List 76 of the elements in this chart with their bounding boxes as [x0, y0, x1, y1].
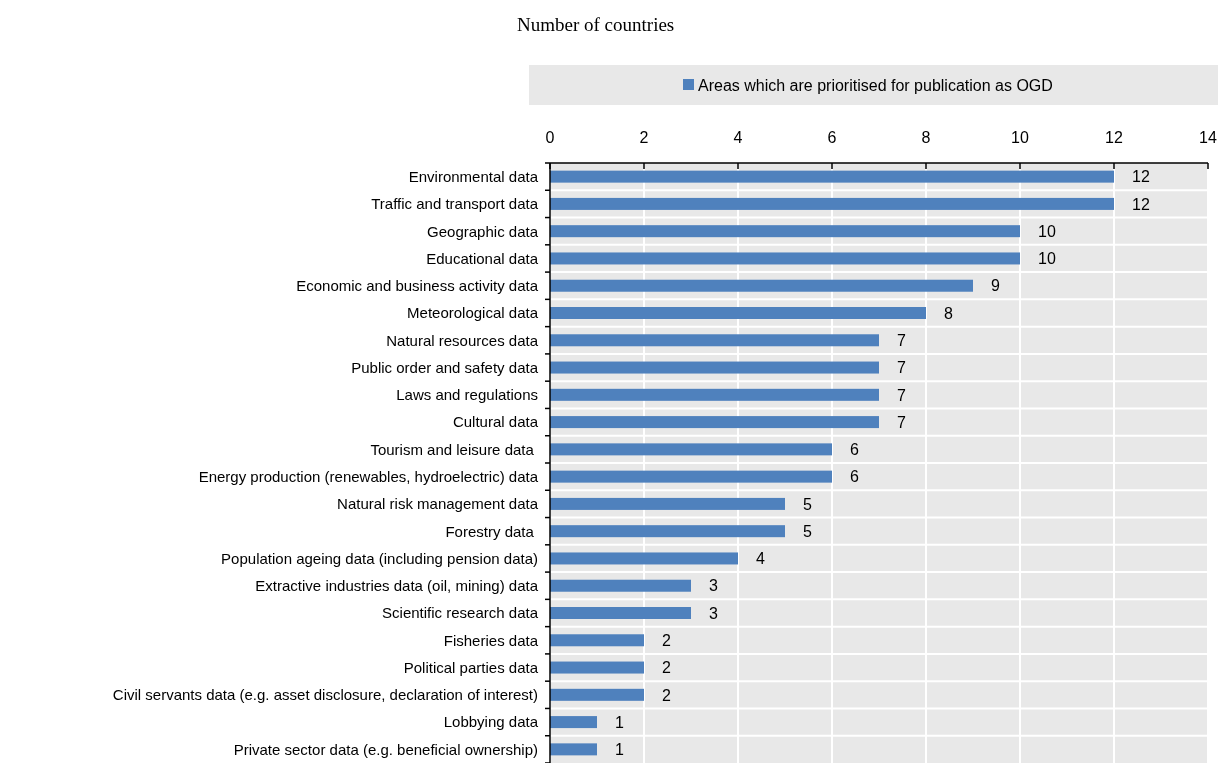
y-tick-label: Forestry data: [445, 522, 538, 540]
bar: [550, 334, 879, 347]
bar: [550, 497, 785, 510]
data-label: 7: [897, 332, 906, 350]
bar: [550, 443, 832, 456]
bar: [550, 525, 785, 538]
y-tick-label: Environmental data: [408, 168, 539, 186]
bar: [550, 743, 597, 756]
data-label: 10: [1038, 250, 1056, 268]
y-tick-label: Lobbying data: [443, 713, 539, 731]
y-tick-label: Natural resources data: [386, 331, 539, 349]
y-tick-label: Traffic and transport data: [371, 195, 539, 213]
data-label: 10: [1038, 222, 1056, 240]
chart-title: Number of countries: [517, 14, 675, 35]
y-tick-label: Educational data: [426, 249, 539, 267]
bar: [550, 279, 973, 292]
x-tick-label: 6: [827, 129, 837, 146]
data-label: 12: [1132, 168, 1150, 186]
data-label: 5: [803, 522, 812, 540]
bar: [550, 225, 1020, 238]
y-tick-label: Geographic data: [427, 222, 539, 240]
bar: [550, 361, 879, 374]
bar: [550, 197, 1114, 210]
x-tick-label: 4: [733, 129, 743, 146]
data-label: 9: [991, 277, 1000, 295]
y-tick-label: Political parties data: [403, 658, 539, 676]
bar: [550, 170, 1114, 183]
x-tick-label: 0: [545, 129, 555, 146]
y-tick-label: Tourism and leisure data: [370, 440, 538, 458]
x-tick-label: 2: [639, 129, 649, 146]
y-tick-label: Population ageing data (including pension data): [221, 549, 538, 567]
data-label: 7: [897, 386, 906, 404]
bar: [550, 252, 1020, 265]
y-tick-label: Laws and regulations: [396, 386, 538, 404]
y-tick-label: Meteorological data: [407, 304, 539, 322]
bar: [550, 579, 691, 592]
y-tick-label: Extractive industries data (oil, mining) data: [255, 577, 539, 595]
y-tick-label: Cultural data: [452, 413, 539, 431]
data-label: 2: [662, 632, 671, 650]
data-label: 2: [662, 659, 671, 677]
data-label: 3: [709, 577, 718, 595]
y-tick-label: Civil servants data (e.g. asset disclosure, declaration of interest): [112, 686, 538, 704]
y-tick-label: Public order and safety data: [351, 358, 539, 376]
data-label: 5: [803, 495, 812, 513]
data-label: 6: [850, 468, 859, 486]
legend-label: Areas which are prioritised for publication as OGD: [698, 76, 1053, 94]
data-label: 12: [1132, 195, 1150, 213]
y-tick-label: Energy production (renewables, hydroelectric) data: [198, 468, 539, 486]
bar: [550, 716, 597, 729]
bar: [550, 634, 644, 647]
data-label: 4: [756, 550, 765, 568]
y-tick-label: Fisheries data: [443, 631, 539, 649]
bar: [550, 661, 644, 674]
x-tick-label: 8: [921, 129, 931, 146]
data-label: 2: [662, 686, 671, 704]
y-tick-label: Private sector data (e.g. beneficial ownership): [233, 740, 538, 758]
y-tick-label: Natural risk management data: [337, 495, 539, 513]
bar: [550, 607, 691, 619]
y-tick-label: Scientific research data: [382, 604, 539, 622]
data-label: 6: [850, 441, 859, 459]
data-label: 7: [897, 359, 906, 377]
data-label: 3: [709, 604, 718, 622]
data-label: 7: [897, 413, 906, 431]
data-label: 8: [944, 304, 953, 322]
data-label: 1: [615, 741, 624, 759]
bar: [550, 416, 879, 429]
bar: [550, 552, 738, 565]
y-tick-label: Economic and business activity data: [296, 277, 539, 295]
bar: [550, 688, 644, 701]
x-tick-label: 10: [1011, 129, 1029, 146]
data-label: 1: [615, 713, 624, 731]
x-tick-label: 14: [1199, 129, 1217, 146]
x-tick-label: 12: [1105, 129, 1123, 146]
bar: [550, 388, 879, 401]
bar: [550, 470, 832, 483]
bar: [550, 307, 926, 319]
